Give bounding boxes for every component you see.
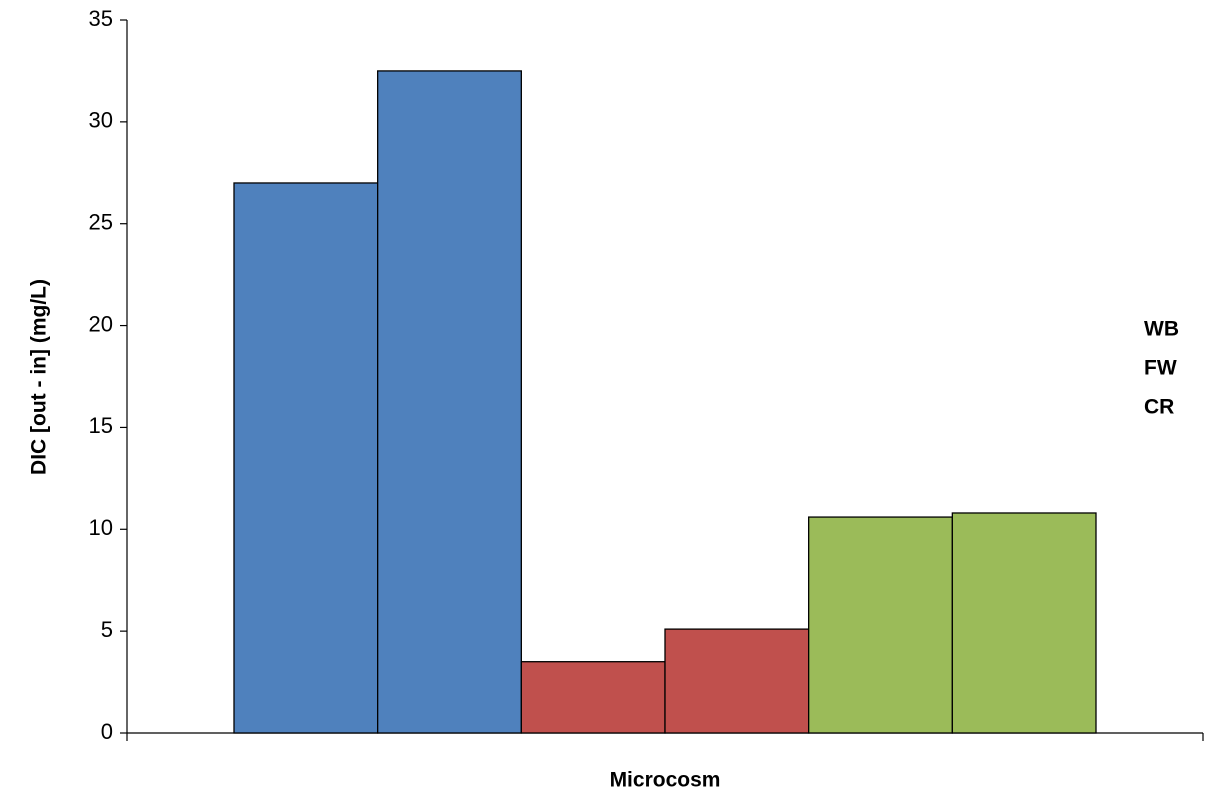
y-tick-label: 20: [89, 311, 113, 336]
y-tick-label: 15: [89, 413, 113, 438]
bar: [808, 516, 953, 734]
y-axis-title: DIC [out - in] (mg/L): [28, 279, 51, 475]
y-tick-label: 0: [101, 719, 113, 744]
y-tick-label: 35: [89, 6, 113, 31]
legend-entry: WB: [1144, 318, 1179, 341]
y-tick-label: 5: [101, 617, 113, 642]
y-tick-label: 30: [89, 108, 113, 133]
y-tick-label: 25: [89, 210, 113, 235]
legend-entry: FW: [1144, 357, 1177, 380]
y-tick-label: 10: [89, 515, 113, 540]
bar: [951, 512, 1097, 734]
bar: [520, 661, 666, 734]
bar: [664, 628, 810, 734]
bar: [233, 182, 379, 734]
x-axis-title: Microcosm: [610, 769, 721, 792]
bar: [377, 70, 522, 734]
legend-entry: CR: [1144, 396, 1174, 419]
